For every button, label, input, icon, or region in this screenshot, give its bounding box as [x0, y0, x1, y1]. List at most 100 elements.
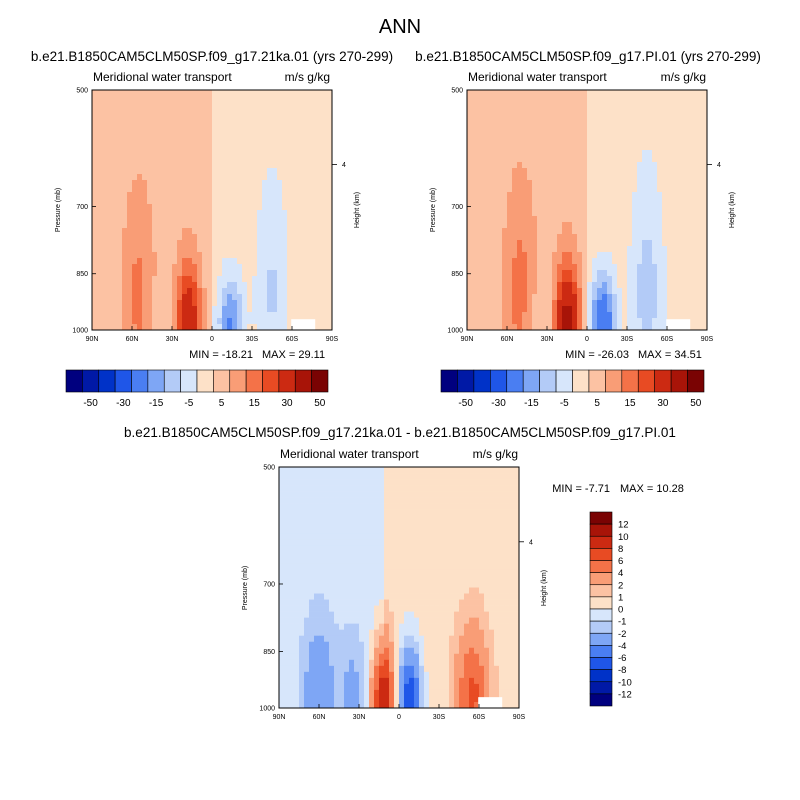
heatmap-cell — [327, 288, 333, 295]
colorbar-swatch — [147, 369, 165, 393]
heatmap-cell — [182, 96, 188, 103]
heatmap-cell — [499, 479, 505, 486]
heatmap-cell — [262, 162, 268, 169]
heatmap-cell — [667, 216, 673, 223]
heatmap-cell — [257, 114, 263, 121]
heatmap-cell — [287, 114, 293, 121]
heatmap-cell — [324, 485, 330, 492]
heatmap-cell — [454, 587, 460, 594]
heatmap-cell — [512, 204, 518, 211]
heatmap-cell — [537, 138, 543, 145]
heatmap-cell — [384, 593, 390, 600]
heatmap-cell — [622, 96, 628, 103]
heatmap-cell — [197, 324, 203, 331]
heatmap-cell — [97, 132, 103, 139]
heatmap-cell — [142, 198, 148, 205]
heatmap-cell — [464, 485, 470, 492]
heatmap-cell — [122, 162, 128, 169]
heatmap-cell — [192, 132, 198, 139]
heatmap-cell — [672, 102, 678, 109]
heatmap-cell — [112, 318, 118, 325]
heatmap-cell — [307, 174, 313, 181]
heatmap-cell — [532, 90, 538, 97]
heatmap-cell — [157, 270, 163, 277]
heatmap-cell — [137, 120, 143, 127]
heatmap-cell — [409, 563, 415, 570]
heatmap-cell — [472, 306, 478, 313]
heatmap-cell — [647, 114, 653, 121]
heatmap-cell — [257, 228, 263, 235]
heatmap-cell — [532, 234, 538, 241]
heatmap-cell — [324, 593, 330, 600]
heatmap-cell — [282, 126, 288, 133]
heatmap-cell — [354, 581, 360, 588]
heatmap-cell — [127, 114, 133, 121]
heatmap-cell — [237, 204, 243, 211]
heatmap-cell — [167, 234, 173, 241]
heatmap-cell — [617, 282, 623, 289]
heatmap-cell — [504, 581, 510, 588]
heatmap-cell — [482, 258, 488, 265]
heatmap-cell — [97, 216, 103, 223]
heatmap-cell — [227, 252, 233, 259]
heatmap-cell — [687, 198, 693, 205]
heatmap-cell — [677, 114, 683, 121]
heatmap-cell — [172, 204, 178, 211]
heatmap-cell — [102, 216, 108, 223]
heatmap-cell — [667, 132, 673, 139]
heatmap-cell — [279, 587, 285, 594]
heatmap-cell — [542, 216, 548, 223]
heatmap-cell — [647, 198, 653, 205]
heatmap-cell — [459, 485, 465, 492]
heatmap-cell — [632, 252, 638, 259]
heatmap-cell — [172, 102, 178, 109]
heatmap-cell — [582, 312, 588, 319]
heatmap-cell — [329, 569, 335, 576]
heatmap-cell — [517, 312, 523, 319]
heatmap-cell — [147, 120, 153, 127]
heatmap-cell — [542, 162, 548, 169]
heatmap-cell — [212, 132, 218, 139]
heatmap-cell — [267, 198, 273, 205]
heatmap-cell — [292, 126, 298, 133]
heatmap-cell — [384, 509, 390, 516]
heatmap-cell — [587, 294, 593, 301]
heatmap-cell — [142, 306, 148, 313]
heatmap-cell — [552, 102, 558, 109]
heatmap-cell — [322, 186, 328, 193]
heatmap-cell — [662, 222, 668, 229]
heatmap-cell — [394, 587, 400, 594]
heatmap-cell — [499, 503, 505, 510]
heatmap-cell — [632, 102, 638, 109]
heatmap-cell — [514, 551, 520, 558]
heatmap-cell — [632, 198, 638, 205]
heatmap-cell — [267, 126, 273, 133]
heatmap-cell — [507, 318, 513, 325]
heatmap-cell — [262, 174, 268, 181]
heatmap-cell — [217, 174, 223, 181]
heatmap-cell — [279, 563, 285, 570]
heatmap-cell — [182, 282, 188, 289]
heatmap-cell — [107, 288, 113, 295]
heatmap-cell — [284, 557, 290, 564]
heatmap-cell — [329, 593, 335, 600]
heatmap-cell — [489, 509, 495, 516]
heatmap-cell — [92, 264, 98, 271]
heatmap-cell — [162, 294, 168, 301]
heatmap-cell — [252, 198, 258, 205]
heatmap-cell — [227, 156, 233, 163]
heatmap-cell — [687, 180, 693, 187]
heatmap-cell — [627, 204, 633, 211]
heatmap-cell — [672, 174, 678, 181]
heatmap-cell — [267, 210, 273, 217]
heatmap-cell — [237, 312, 243, 319]
heatmap-cell — [472, 192, 478, 199]
heatmap-cell — [662, 312, 668, 319]
heatmap-cell — [527, 144, 533, 151]
heatmap-cell — [222, 180, 228, 187]
heatmap-cell — [587, 180, 593, 187]
heatmap-cell — [107, 180, 113, 187]
heatmap-cell — [252, 222, 258, 229]
heatmap-cell — [637, 168, 643, 175]
heatmap-cell — [484, 491, 490, 498]
